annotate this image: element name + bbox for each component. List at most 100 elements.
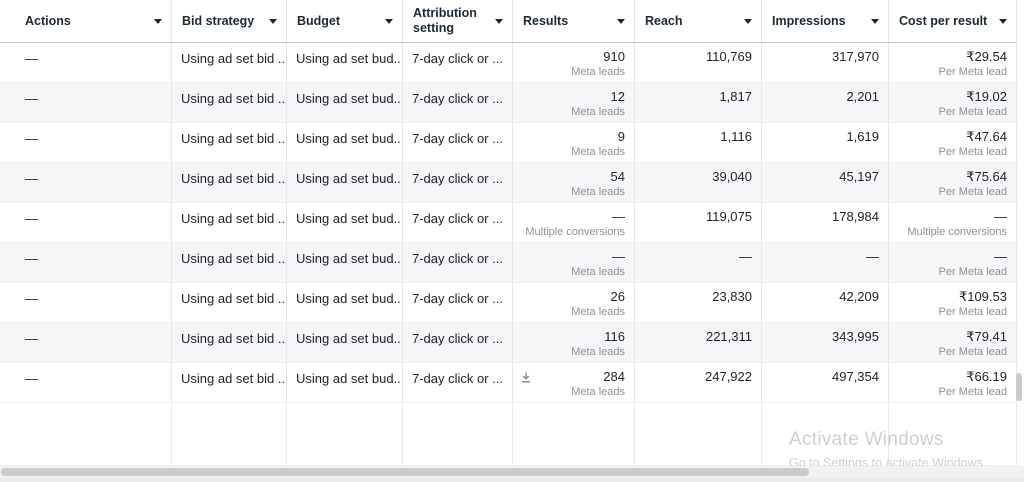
cost-value: ₹79.41 (966, 329, 1007, 344)
caret-down-icon[interactable] (871, 18, 879, 24)
cell-reach: 221,311 (635, 323, 762, 362)
activate-windows-watermark-title: Activate Windows (789, 429, 944, 450)
reach-value: 221,311 (705, 329, 752, 344)
cell-results: — Meta leads (513, 243, 635, 282)
caret-down-icon[interactable] (744, 18, 752, 24)
cost-value: — (994, 209, 1007, 224)
cell-attribution-setting: 7-day click or ... (403, 323, 513, 362)
cell-results: 54 Meta leads (513, 163, 635, 202)
cell-reach: 247,922 (635, 363, 762, 402)
cell-impressions: 42,209 (762, 283, 889, 322)
cell-cost-per-result: ₹47.64 Per Meta lead (889, 123, 1017, 162)
cost-sublabel: Per Meta lead (938, 266, 1007, 278)
cell-reach: 119,075 (635, 203, 762, 242)
caret-down-icon[interactable] (269, 18, 277, 24)
cell-reach: 39,040 (635, 163, 762, 202)
results-sublabel: Meta leads (571, 386, 625, 398)
caret-down-icon[interactable] (617, 18, 625, 24)
table-header-row: Actions Bid strategy Budget Attribution … (0, 0, 1017, 43)
cell-cost-per-result: — Per Meta lead (889, 243, 1017, 282)
column-header-budget[interactable]: Budget (287, 0, 403, 42)
reach-value: 119,075 (705, 209, 752, 224)
cell-budget: Using ad set bud... (287, 323, 403, 362)
cell-attribution-setting: 7-day click or ... (403, 283, 513, 322)
table-row[interactable]: — Using ad set bid ... Using ad set bud...… (0, 243, 1017, 283)
impressions-value: 343,995 (832, 329, 879, 344)
impressions-value: 42,209 (839, 289, 879, 304)
caret-down-icon[interactable] (385, 18, 393, 24)
reach-value: 39,040 (712, 169, 752, 184)
column-header-results[interactable]: Results (513, 0, 635, 42)
cost-value: ₹19.02 (966, 89, 1007, 104)
caret-down-icon[interactable] (154, 18, 162, 24)
column-header-impressions[interactable]: Impressions (762, 0, 889, 42)
cell-actions: — (0, 163, 172, 202)
results-value: 54 (610, 169, 625, 184)
cell-cost-per-result: ₹19.02 Per Meta lead (889, 83, 1017, 122)
impressions-value: 2,201 (846, 89, 879, 104)
results-value: 26 (610, 289, 625, 304)
results-sublabel: Meta leads (571, 346, 625, 358)
cell-budget: Using ad set bud... (287, 283, 403, 322)
cost-sublabel: Per Meta lead (938, 186, 1007, 198)
column-header-attribution-setting[interactable]: Attribution setting (403, 0, 513, 42)
cost-sublabel: Per Meta lead (938, 146, 1007, 158)
cell-cost-per-result: ₹66.19 Per Meta lead (889, 363, 1017, 402)
results-sublabel: Meta leads (571, 306, 625, 318)
results-sublabel: Meta leads (571, 106, 625, 118)
column-header-cost-per-result[interactable]: Cost per result (889, 0, 1017, 42)
cell-impressions: 497,354 (762, 363, 889, 402)
table-row[interactable]: — Using ad set bid ... Using ad set bud...… (0, 203, 1017, 243)
results-value: 9 (617, 129, 625, 144)
column-header-label: Cost per result (899, 13, 988, 28)
cell-cost-per-result: ₹79.41 Per Meta lead (889, 323, 1017, 362)
table-row[interactable]: — Using ad set bid ... Using ad set bud...… (0, 283, 1017, 323)
column-header-label: Attribution setting (413, 6, 477, 35)
cost-sublabel: Multiple conversions (907, 226, 1007, 238)
reach-value: 1,116 (720, 129, 752, 144)
horizontal-scrollbar[interactable] (0, 466, 1024, 478)
caret-down-icon[interactable] (999, 18, 1007, 24)
results-sublabel: Multiple conversions (525, 226, 625, 238)
results-value: — (612, 209, 625, 224)
cell-results: 26 Meta leads (513, 283, 635, 322)
column-header-label: Results (523, 13, 569, 28)
download-icon[interactable] (520, 371, 532, 383)
column-header-reach[interactable]: Reach (635, 0, 762, 42)
cell-budget: Using ad set bud... (287, 43, 403, 82)
cost-sublabel: Per Meta lead (938, 346, 1007, 358)
column-header-actions[interactable]: Actions (0, 0, 172, 42)
results-value: 12 (610, 89, 625, 104)
impressions-value: 1,619 (846, 129, 879, 144)
results-value: 910 (603, 49, 625, 64)
cell-bid-strategy: Using ad set bid ... (172, 163, 287, 202)
cell-attribution-setting: 7-day click or ... (403, 243, 513, 282)
table-row[interactable]: — Using ad set bid ... Using ad set bud...… (0, 163, 1017, 203)
table-row[interactable]: — Using ad set bid ... Using ad set bud...… (0, 323, 1017, 363)
cell-results: 9 Meta leads (513, 123, 635, 162)
table-row[interactable]: — Using ad set bid ... Using ad set bud...… (0, 43, 1017, 83)
cell-cost-per-result: — Multiple conversions (889, 203, 1017, 242)
caret-down-icon[interactable] (495, 18, 503, 24)
horizontal-scrollbar-thumb[interactable] (1, 468, 809, 476)
table-row[interactable]: — Using ad set bid ... Using ad set bud...… (0, 83, 1017, 123)
empty-cell (889, 403, 1017, 465)
cell-results: 12 Meta leads (513, 83, 635, 122)
reach-value: 23,830 (712, 289, 752, 304)
table-row[interactable]: — Using ad set bid ... Using ad set bud...… (0, 123, 1017, 163)
cost-sublabel: Per Meta lead (938, 306, 1007, 318)
cell-budget: Using ad set bud... (287, 163, 403, 202)
vertical-scrollbar-thumb[interactable] (1016, 373, 1022, 401)
reach-value: 1,817 (719, 89, 752, 104)
cell-budget: Using ad set bud... (287, 203, 403, 242)
cost-sublabel: Per Meta lead (938, 386, 1007, 398)
cost-value: ₹109.53 (958, 289, 1007, 304)
cell-results: 910 Meta leads (513, 43, 635, 82)
column-header-bid-strategy[interactable]: Bid strategy (172, 0, 287, 42)
cell-budget: Using ad set bud... (287, 363, 403, 402)
empty-cell (403, 403, 513, 465)
cell-impressions: 178,984 (762, 203, 889, 242)
table-row[interactable]: — Using ad set bid ... Using ad set bud...… (0, 363, 1017, 403)
empty-cell (0, 403, 172, 465)
cell-cost-per-result: ₹75.64 Per Meta lead (889, 163, 1017, 202)
